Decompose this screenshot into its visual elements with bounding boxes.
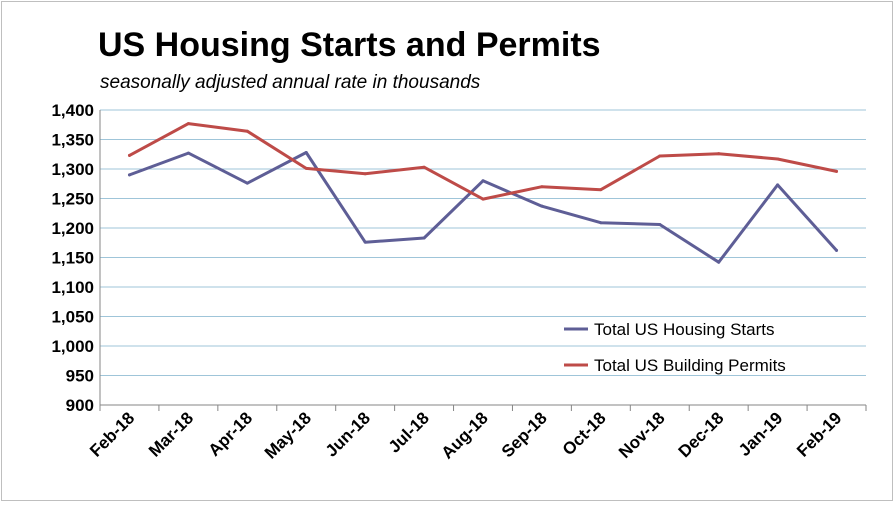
data-point-total-us-building-permits-Jul-18	[422, 165, 426, 169]
x-tick-label-Nov-18: Nov-18	[615, 408, 669, 462]
legend-label-total-us-housing-starts: Total US Housing Starts	[594, 320, 774, 339]
data-point-total-us-housing-starts-Jun-18	[363, 240, 367, 244]
x-tick-label-Apr-18: Apr-18	[205, 408, 257, 460]
series-lines	[127, 122, 839, 264]
chart-subtitle: seasonally adjusted annual rate in thous…	[100, 72, 481, 93]
line-chart: 900 950 1,000 1,050 1,100 1,150 1,200 1,250 1,30…	[51, 101, 867, 463]
x-tick-label-Feb-18: Feb-18	[86, 408, 138, 460]
x-tick-label-Dec-18: Dec-18	[675, 408, 728, 461]
axes	[99, 110, 867, 411]
y-tick-label-950: 950	[66, 367, 94, 386]
x-tick-label-Jul-18: Jul-18	[385, 408, 433, 456]
y-axis-tick-labels: 900 950 1,000 1,050 1,100 1,150 1,200 1,250 1,30…	[51, 101, 94, 415]
data-point-total-us-building-permits-Feb-19	[835, 169, 839, 173]
x-tick-label-Oct-18: Oct-18	[559, 408, 610, 459]
legend-label-total-us-building-permits: Total US Building Permits	[594, 356, 786, 375]
chart-title: US Housing Starts and Permits	[98, 26, 601, 64]
y-tick-label-1200: 1,200	[51, 219, 94, 238]
y-tick-label-1350: 1,350	[51, 131, 94, 150]
y-tick-label-1300: 1,300	[51, 160, 94, 179]
series-line-total-us-building-permits	[128, 122, 838, 201]
data-point-total-us-housing-starts-Oct-18	[599, 221, 603, 225]
x-tick-label-Aug-18: Aug-18	[438, 408, 492, 462]
data-point-total-us-building-permits-Jun-18	[363, 172, 367, 176]
y-tick-label-1250: 1,250	[51, 190, 94, 209]
y-tick-label-1150: 1,150	[51, 249, 94, 268]
x-tick-label-Jan-19: Jan-19	[735, 408, 787, 460]
data-point-total-us-building-permits-Feb-18	[127, 153, 131, 157]
data-point-total-us-housing-starts-Feb-19	[835, 248, 839, 252]
data-point-total-us-housing-starts-Feb-18	[127, 173, 131, 177]
data-point-total-us-building-permits-Apr-18	[245, 129, 249, 133]
x-tick-label-May-18: May-18	[261, 408, 315, 462]
data-point-total-us-housing-starts-Nov-18	[658, 222, 662, 226]
y-tick-label-1400: 1,400	[51, 101, 94, 120]
data-point-total-us-building-permits-Nov-18	[658, 154, 662, 158]
data-point-total-us-housing-starts-Jul-18	[422, 236, 426, 240]
y-tick-label-1000: 1,000	[51, 337, 94, 356]
data-point-total-us-building-permits-Sep-18	[540, 185, 544, 189]
data-point-total-us-housing-starts-Apr-18	[245, 181, 249, 185]
x-tick-label-Jun-18: Jun-18	[322, 408, 374, 460]
x-tick-label-Sep-18: Sep-18	[498, 408, 551, 461]
data-point-total-us-housing-starts-Mar-18	[186, 151, 190, 155]
data-point-total-us-housing-starts-May-18	[304, 150, 308, 154]
data-point-total-us-building-permits-May-18	[304, 166, 308, 170]
data-point-total-us-housing-starts-Jan-19	[776, 183, 780, 187]
data-point-total-us-building-permits-Aug-18	[481, 197, 485, 201]
y-tick-label-1100: 1,100	[51, 278, 94, 297]
legend: Total US Housing Starts Total US Building…	[564, 320, 786, 375]
x-axis-tick-labels: Feb-18 Mar-18 Apr-18 May-18 Jun-18 Jul-18 Aug-…	[86, 408, 845, 462]
data-point-total-us-housing-starts-Sep-18	[540, 204, 544, 208]
data-point-total-us-building-permits-Mar-18	[186, 122, 190, 126]
data-point-total-us-building-permits-Jan-19	[776, 157, 780, 161]
data-point-total-us-building-permits-Oct-18	[599, 188, 603, 192]
data-point-total-us-housing-starts-Aug-18	[481, 179, 485, 183]
data-point-total-us-building-permits-Dec-18	[717, 152, 721, 156]
x-tick-label-Mar-18: Mar-18	[145, 408, 197, 460]
y-tick-label-900: 900	[66, 396, 94, 415]
y-tick-label-1050: 1,050	[51, 308, 94, 327]
data-point-total-us-housing-starts-Dec-18	[717, 260, 721, 264]
x-tick-label-Feb-19: Feb-19	[793, 408, 845, 460]
